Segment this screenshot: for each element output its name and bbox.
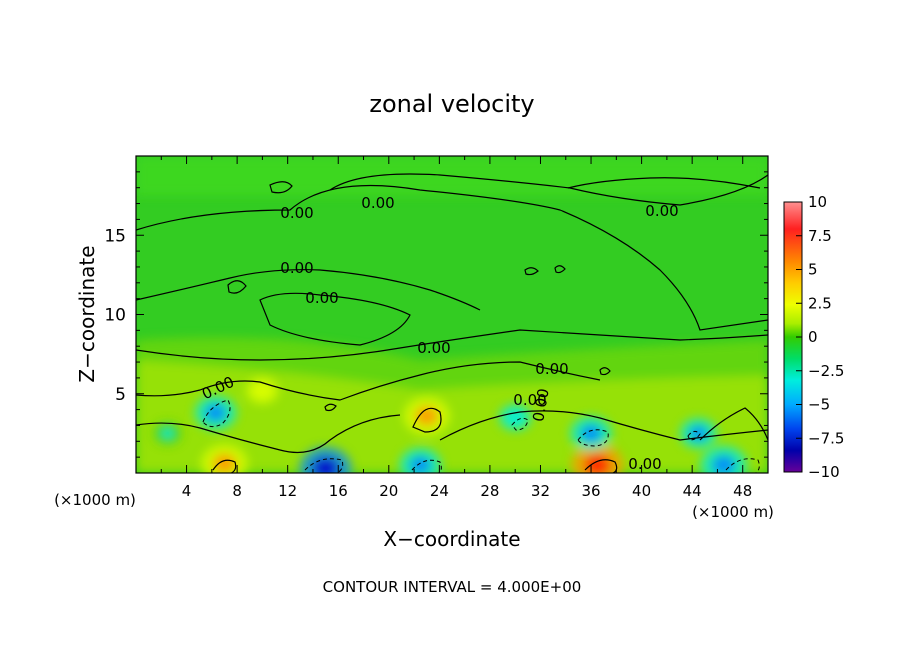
x-axis-unit: (×1000 m) bbox=[692, 503, 774, 521]
contour-label: 0.00 bbox=[361, 194, 394, 212]
x-axis-ticks: 4 8 12 16 20 24 28 32 36 40 44 48 bbox=[160, 156, 752, 500]
chart-title: zonal velocity bbox=[369, 90, 534, 118]
x-tick-label: 28 bbox=[480, 482, 499, 500]
x-tick-label: 40 bbox=[632, 482, 651, 500]
contour-label: 0.00 bbox=[529, 387, 553, 423]
colorbar-tick-label: 2.5 bbox=[808, 294, 832, 312]
field-feature-core-0 bbox=[212, 453, 237, 473]
colorbar-tick-label: 0 bbox=[808, 328, 818, 346]
field-feature-core-3 bbox=[254, 384, 271, 398]
field-feature-core-1 bbox=[415, 406, 439, 426]
colorbar-tick-label: 5 bbox=[808, 261, 818, 279]
colorbar-tick-label: −5 bbox=[808, 396, 830, 414]
x-tick-label: 4 bbox=[182, 482, 192, 500]
x-tick-label: 32 bbox=[531, 482, 550, 500]
colorbar-tick-label: −10 bbox=[808, 463, 840, 481]
y-tick-label: 15 bbox=[104, 226, 126, 246]
contour-label: 0.00 bbox=[535, 360, 568, 378]
y-axis-ticks: 5 10 15 bbox=[104, 171, 768, 458]
contour-interval: CONTOUR INTERVAL = 4.000E+00 bbox=[323, 578, 582, 596]
field-feature-core-9 bbox=[507, 410, 524, 425]
contour-label: 0.00 bbox=[628, 455, 661, 473]
colorbar-tick-label: 7.5 bbox=[808, 227, 832, 245]
x-tick-label: 20 bbox=[379, 482, 398, 500]
x-tick-label: 48 bbox=[733, 482, 752, 500]
field-feature-core-6 bbox=[580, 424, 602, 442]
negative-contour-lines bbox=[202, 399, 760, 473]
colorbar-tick-label: −2.5 bbox=[808, 362, 844, 380]
field-feature-core-7 bbox=[712, 455, 736, 473]
y-tick-label: 5 bbox=[115, 385, 126, 405]
x-tick-label: 24 bbox=[430, 482, 449, 500]
heatmap-field bbox=[136, 156, 768, 473]
x-axis-label: X−coordinate bbox=[383, 527, 520, 551]
field-feature-core-5 bbox=[205, 404, 227, 422]
x-tick-label: 8 bbox=[232, 482, 242, 500]
x-tick-label: 16 bbox=[329, 482, 348, 500]
contour-lines bbox=[136, 173, 768, 473]
field-feature-core-8 bbox=[409, 456, 431, 473]
field-feature-core-4 bbox=[312, 457, 339, 473]
contour-label: 0.00 bbox=[513, 391, 546, 409]
contour-label: 0.00 bbox=[645, 202, 678, 220]
colorbar-ticks: 10 7.5 5 2.5 0 −2.5 −5 −7.5 −10 bbox=[796, 193, 844, 481]
x-tick-label: 12 bbox=[278, 482, 297, 500]
x-tick-label: 44 bbox=[683, 482, 702, 500]
contour-label: 0.00 bbox=[280, 259, 313, 277]
y-tick-label: 10 bbox=[104, 306, 126, 326]
colorbar-tick-label: −7.5 bbox=[808, 429, 844, 447]
colorbar-tick-label: 10 bbox=[808, 193, 827, 211]
y-axis-unit: (×1000 m) bbox=[54, 491, 136, 509]
contour-label: 0.00 bbox=[280, 204, 313, 222]
field-feature-core-11 bbox=[160, 427, 175, 439]
contour-label: 0.00 bbox=[417, 339, 450, 357]
x-tick-label: 36 bbox=[581, 482, 600, 500]
y-axis-label: Z−coordinate bbox=[75, 245, 99, 382]
contour-label: 0.00 bbox=[305, 289, 338, 307]
